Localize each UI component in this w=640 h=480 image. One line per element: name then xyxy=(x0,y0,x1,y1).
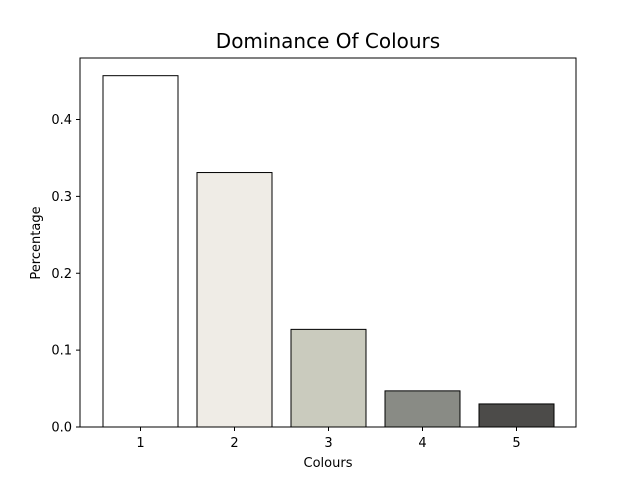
x-tick-label: 4 xyxy=(418,436,426,451)
x-tick-label: 3 xyxy=(324,436,332,451)
bar-4 xyxy=(384,390,461,428)
y-tick-label: 0.4 xyxy=(51,113,72,128)
y-tick-label: 0.0 xyxy=(51,421,72,436)
y-tick-label: 0.3 xyxy=(51,190,72,205)
bar-1 xyxy=(102,75,179,428)
bars-group xyxy=(102,75,555,428)
y-axis: 0.0 0.1 0.2 0.3 0.4 xyxy=(51,113,80,436)
y-axis-label: Percentage xyxy=(29,206,44,279)
x-axis-label: Colours xyxy=(304,456,353,471)
y-tick-label: 0.2 xyxy=(51,267,72,282)
plot-frame xyxy=(79,57,577,428)
chart-title: Dominance Of Colours xyxy=(216,29,440,53)
x-tick-label: 5 xyxy=(512,436,520,451)
y-tick-label: 0.1 xyxy=(51,344,72,359)
x-tick-label: 1 xyxy=(136,436,144,451)
x-tick-label: 2 xyxy=(230,436,238,451)
bar-3 xyxy=(290,328,367,428)
bar-5 xyxy=(478,403,555,428)
bar-2 xyxy=(196,172,273,428)
x-axis: 1 2 3 4 5 xyxy=(136,427,521,451)
